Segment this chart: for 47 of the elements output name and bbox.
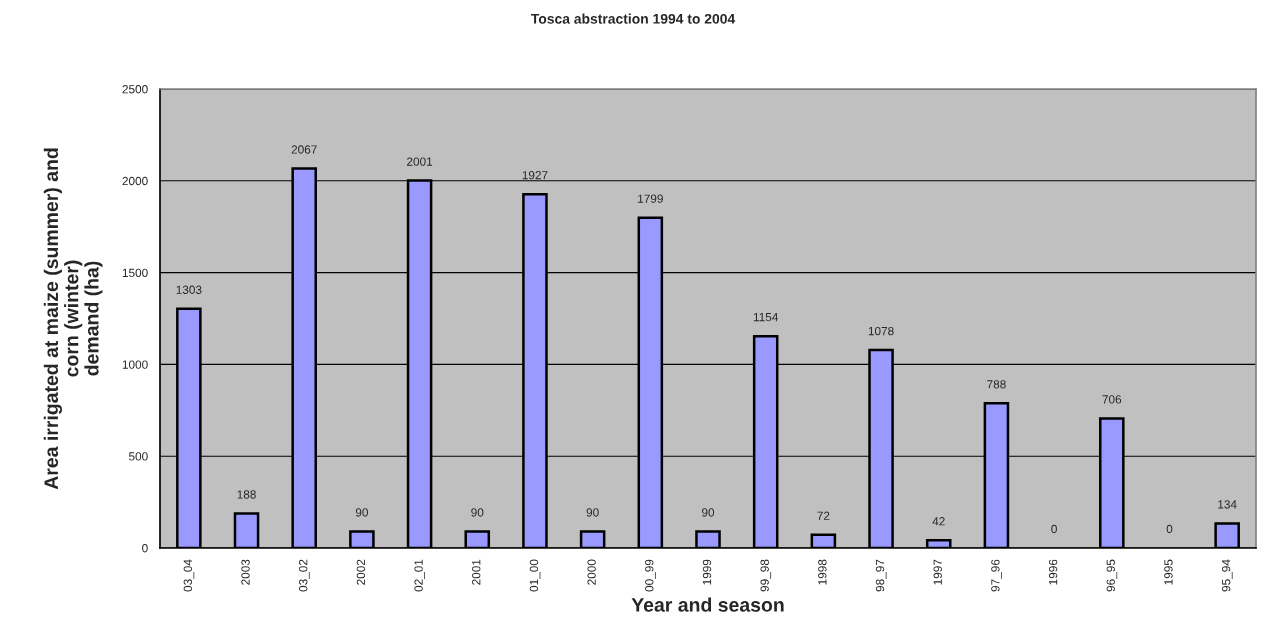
x-tick-label: 1997	[933, 559, 942, 585]
data-label: 0	[1051, 524, 1057, 534]
x-tick-label: 96_95	[1106, 559, 1118, 592]
data-label: 1799	[638, 194, 663, 203]
y-tick-label: 2500	[122, 85, 148, 94]
x-tick-label: 97_96	[991, 559, 1002, 592]
x-tick-label: 03_04	[183, 559, 195, 592]
x-tick-label: 00_99	[645, 559, 656, 592]
x-tick-label: 1999	[702, 559, 712, 585]
x-tick-label: 01_00	[529, 559, 541, 592]
x-tick-label: 2001	[472, 559, 481, 585]
chart-title: Tosca abstraction 1994 to 2004	[531, 13, 736, 24]
data-label: 1303	[176, 285, 202, 294]
data-label: 1078	[868, 326, 894, 336]
data-label: 1927	[522, 171, 548, 180]
data-label: 90	[701, 508, 715, 517]
data-label: 90	[471, 508, 484, 517]
x-tick-label: 2002	[356, 559, 366, 585]
data-label: 188	[237, 490, 256, 499]
x-tick-label: 2003	[241, 559, 250, 585]
data-label: 72	[817, 511, 830, 520]
y-axis-title: Area irrigated at maize (summer) and corn (winter) demand (ha)	[43, 148, 103, 490]
x-tick-label: 95_94	[1221, 559, 1233, 592]
x-tick-label: 2000	[587, 559, 596, 585]
x-tick-label: 1995	[1164, 559, 1173, 585]
x-tick-label: 99_98	[760, 559, 772, 592]
x-axis-title: Year and season	[631, 597, 784, 612]
x-tick-label: 98_97	[875, 559, 887, 592]
x-tick-label: 02_01	[414, 559, 425, 592]
x-tick-label: 1998	[818, 559, 827, 585]
data-label: 706	[1102, 395, 1122, 404]
y-tick-label: 1000	[122, 360, 148, 369]
data-label: 2001	[407, 157, 433, 166]
y-tick-label: 2000	[122, 176, 148, 186]
data-label: 788	[987, 380, 1006, 389]
data-label: 0	[1166, 524, 1173, 534]
y-tick-label: 0	[142, 544, 148, 553]
data-label: 42	[932, 517, 945, 526]
data-label: 1154	[753, 313, 779, 322]
x-tick-label: 1996	[1048, 559, 1058, 585]
data-label: 90	[586, 508, 599, 517]
y-tick-label: 1500	[122, 268, 148, 277]
x-tick-label: 03_02	[299, 559, 310, 592]
data-label: 90	[355, 508, 368, 517]
data-label: 134	[1218, 500, 1237, 509]
y-tick-label: 500	[128, 452, 148, 461]
data-label: 2067	[291, 145, 317, 154]
